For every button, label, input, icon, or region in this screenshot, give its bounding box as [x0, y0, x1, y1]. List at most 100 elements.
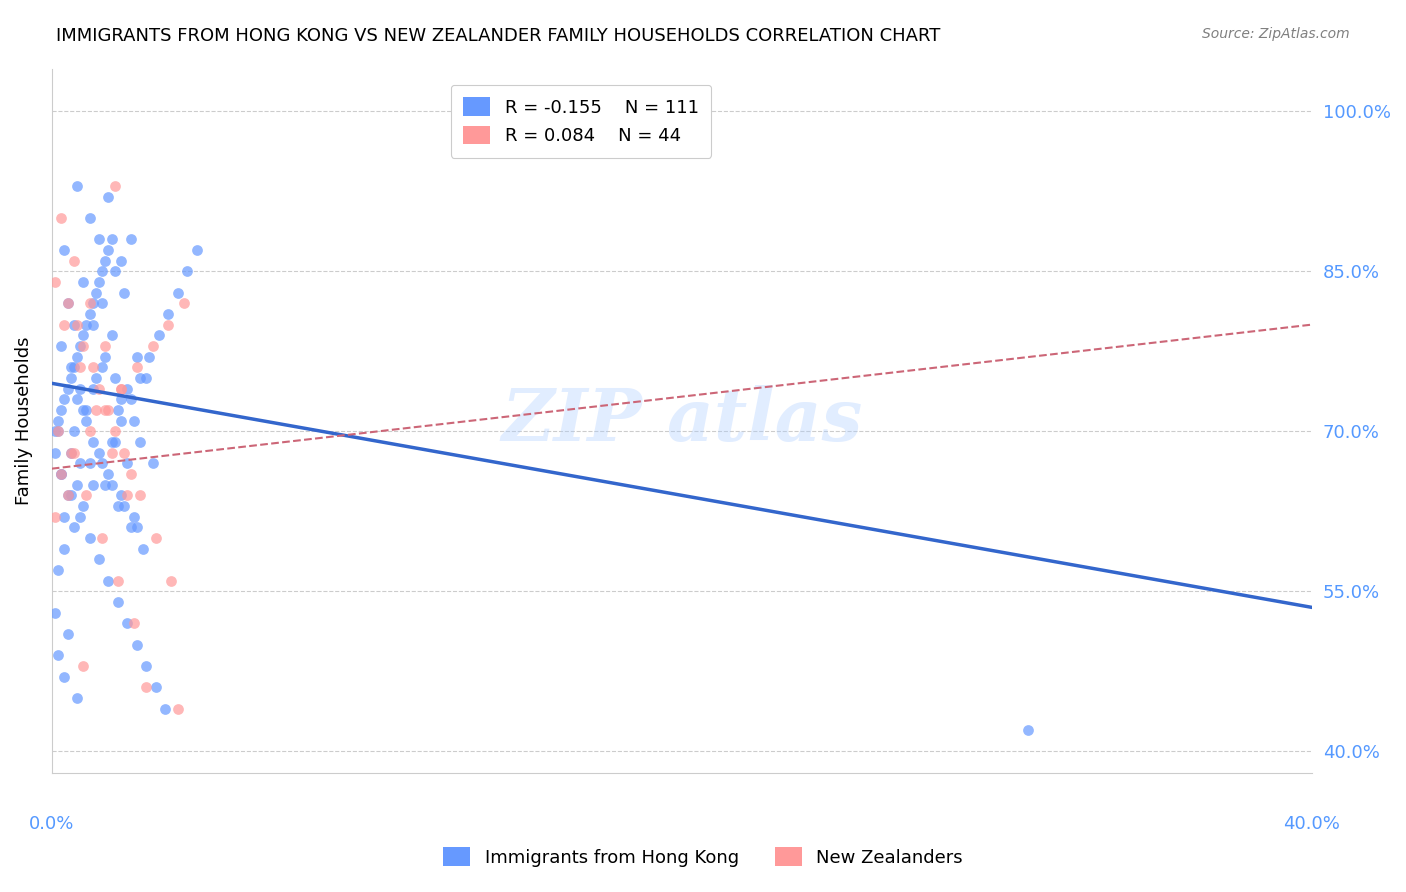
Point — [91, 360, 114, 375]
Point — [66, 691, 89, 706]
Point — [66, 178, 89, 193]
Point — [104, 371, 127, 385]
Point — [79, 296, 101, 310]
Point — [135, 681, 157, 695]
Y-axis label: Family Households: Family Households — [15, 336, 32, 505]
Point — [157, 307, 180, 321]
Point — [84, 371, 107, 385]
Point — [44, 445, 66, 459]
Point — [82, 318, 104, 332]
Point — [100, 435, 122, 450]
Point — [97, 189, 120, 203]
Point — [69, 509, 91, 524]
Point — [186, 243, 208, 257]
Point — [59, 371, 82, 385]
Point — [117, 382, 139, 396]
Point — [100, 477, 122, 491]
Point — [142, 339, 165, 353]
Point — [72, 499, 94, 513]
Point — [107, 403, 129, 417]
Point — [94, 477, 117, 491]
Point — [84, 285, 107, 300]
Point — [110, 382, 132, 396]
Point — [94, 403, 117, 417]
Point — [82, 360, 104, 375]
Point — [107, 574, 129, 588]
Point — [122, 414, 145, 428]
Point — [75, 414, 97, 428]
Point — [69, 382, 91, 396]
Point — [145, 531, 167, 545]
Point — [110, 382, 132, 396]
Point — [91, 296, 114, 310]
Point — [72, 275, 94, 289]
Point — [66, 350, 89, 364]
Point — [62, 445, 84, 459]
Point — [62, 360, 84, 375]
Point — [110, 392, 132, 407]
Point — [87, 275, 110, 289]
Point — [51, 403, 73, 417]
Point — [110, 414, 132, 428]
Point — [104, 178, 127, 193]
Point — [44, 509, 66, 524]
Point — [44, 606, 66, 620]
Point — [97, 574, 120, 588]
Point — [53, 318, 76, 332]
Point — [56, 488, 79, 502]
Legend: Immigrants from Hong Kong, New Zealanders: Immigrants from Hong Kong, New Zealander… — [436, 840, 970, 874]
Point — [51, 339, 73, 353]
Point — [112, 445, 135, 459]
Point — [129, 488, 152, 502]
Point — [135, 371, 157, 385]
Point — [44, 425, 66, 439]
Point — [46, 414, 69, 428]
Point — [66, 318, 89, 332]
Text: ZIP atlas: ZIP atlas — [501, 385, 862, 456]
Point — [153, 702, 176, 716]
Point — [125, 350, 148, 364]
Point — [120, 467, 142, 481]
Point — [129, 435, 152, 450]
Point — [62, 425, 84, 439]
Point — [66, 477, 89, 491]
Point — [166, 702, 188, 716]
Point — [56, 296, 79, 310]
Point — [84, 403, 107, 417]
Point — [107, 595, 129, 609]
Point — [120, 232, 142, 246]
Point — [87, 232, 110, 246]
Point — [69, 339, 91, 353]
Point — [51, 467, 73, 481]
Text: IMMIGRANTS FROM HONG KONG VS NEW ZEALANDER FAMILY HOUSEHOLDS CORRELATION CHART: IMMIGRANTS FROM HONG KONG VS NEW ZEALAND… — [56, 27, 941, 45]
Point — [104, 264, 127, 278]
Point — [145, 681, 167, 695]
Point — [148, 328, 170, 343]
Point — [79, 307, 101, 321]
Point — [125, 360, 148, 375]
Point — [166, 285, 188, 300]
Point — [91, 264, 114, 278]
Point — [87, 382, 110, 396]
Point — [135, 659, 157, 673]
Point — [160, 574, 183, 588]
Point — [112, 285, 135, 300]
Point — [82, 382, 104, 396]
Point — [59, 360, 82, 375]
Point — [72, 328, 94, 343]
Point — [138, 350, 160, 364]
Point — [173, 296, 195, 310]
Point — [69, 456, 91, 470]
Point — [97, 403, 120, 417]
Point — [44, 275, 66, 289]
Point — [46, 563, 69, 577]
Point — [87, 445, 110, 459]
Point — [62, 318, 84, 332]
Point — [142, 456, 165, 470]
Point — [46, 648, 69, 663]
Point — [117, 456, 139, 470]
Point — [51, 467, 73, 481]
Text: Source: ZipAtlas.com: Source: ZipAtlas.com — [1202, 27, 1350, 41]
Point — [107, 499, 129, 513]
Point — [176, 264, 198, 278]
